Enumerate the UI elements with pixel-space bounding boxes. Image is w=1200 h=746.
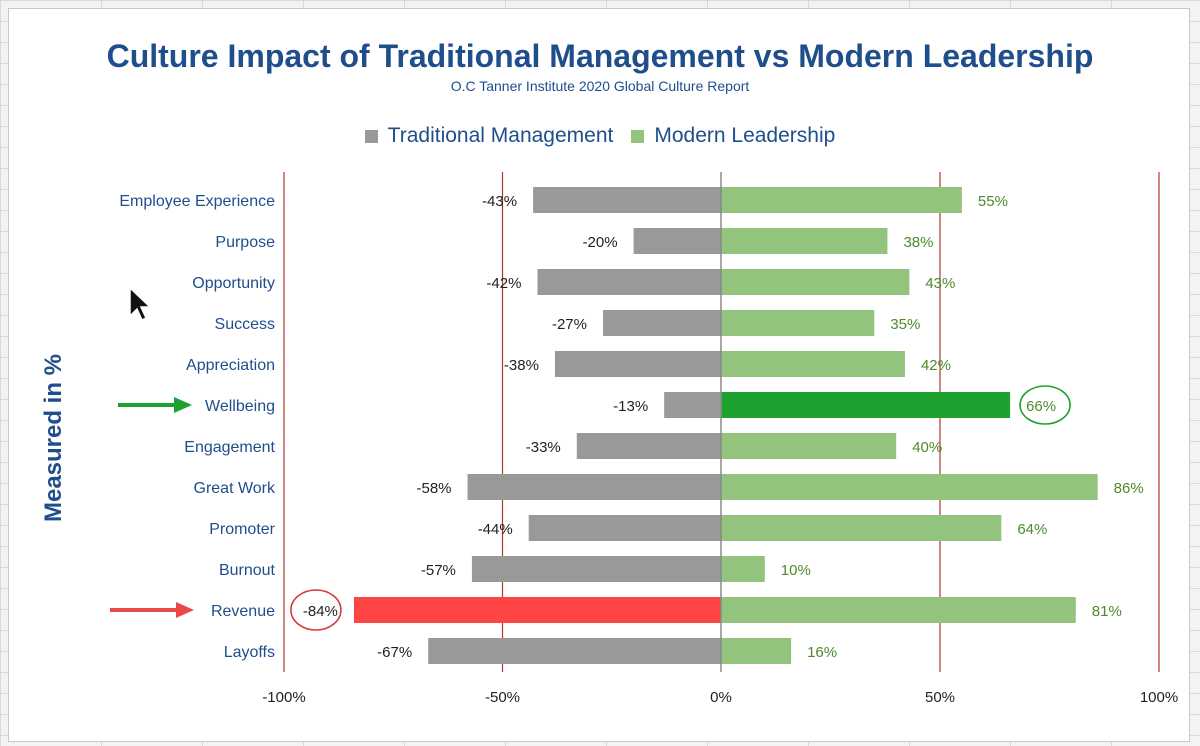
value-label-traditional-management-success: -27% [552, 316, 587, 333]
value-label-traditional-management-opportunity: -42% [486, 275, 521, 292]
value-label-modern-leadership-engagement: 40% [912, 439, 942, 456]
category-label-layoffs: Layoffs [224, 644, 275, 661]
value-label-modern-leadership-promoter: 64% [1017, 521, 1047, 538]
category-label-wellbeing: Wellbeing [205, 398, 275, 415]
bar-modern-leadership-burnout [471, 556, 721, 582]
bar-modern-leadership-wellbeing [721, 392, 1011, 418]
bar-traditional-management-opportunity [537, 269, 721, 295]
bar-modern-leadership-employee-experience [721, 187, 962, 213]
category-label-revenue: Revenue [211, 603, 275, 620]
value-label-traditional-management-purpose: -20% [583, 234, 618, 251]
bar-traditional-management-purpose [633, 228, 721, 254]
highlight-circle-wellbeing [1019, 385, 1071, 425]
legend-label-traditional: Traditional Management [387, 124, 614, 147]
bar-modern-leadership-appreciation [721, 351, 905, 377]
arrow-head-wellbeing [174, 397, 192, 413]
x-tick-label-0-: 0% [710, 689, 732, 706]
value-label-modern-leadership-revenue: 81% [1092, 603, 1122, 620]
bar-traditional-management-layoffs [721, 638, 792, 664]
legend-swatch-traditional [364, 129, 378, 143]
bar-modern-leadership-revenue [721, 597, 1076, 623]
bar-modern-leadership-opportunity [721, 269, 910, 295]
legend-item-traditional: Traditional Management [364, 124, 614, 148]
x-tick-label--100-: -100% [262, 689, 305, 706]
category-label-employee-experience: Employee Experience [119, 193, 275, 210]
value-label-traditional-management-employee-experience: -43% [482, 193, 517, 210]
bar-traditional-management-engagement [576, 433, 721, 459]
x-tick-label-50-: 50% [925, 689, 955, 706]
mouse-pointer-icon [129, 286, 152, 322]
value-label-traditional-management-wellbeing: -13% [613, 398, 648, 415]
value-label-modern-leadership-success: 35% [890, 316, 920, 333]
x-tick-label-100-: 100% [1140, 689, 1178, 706]
bar-traditional-management-promoter [528, 515, 721, 541]
bar-modern-leadership-layoffs [428, 638, 721, 664]
legend-item-modern: Modern Leadership [631, 124, 835, 148]
bar-traditional-management-burnout [721, 556, 765, 582]
value-label-modern-leadership-burnout: -57% [421, 562, 456, 579]
value-label-modern-leadership-great-work: 86% [1114, 480, 1144, 497]
value-label-modern-leadership-layoffs: -67% [377, 644, 412, 661]
chart-title: Culture Impact of Traditional Management… [106, 38, 1094, 74]
category-label-engagement: Engagement [184, 439, 275, 456]
category-label-appreciation: Appreciation [186, 357, 275, 374]
bar-modern-leadership-great-work [721, 474, 1098, 500]
legend-swatch-modern [631, 129, 645, 143]
bar-modern-leadership-engagement [721, 433, 897, 459]
chart-subtitle: O.C Tanner Institute 2020 Global Culture… [450, 78, 750, 94]
x-tick-label--50-: -50% [485, 689, 520, 706]
category-label-success: Success [215, 316, 275, 333]
bar-traditional-management-success [603, 310, 721, 336]
bar-traditional-management-great-work [467, 474, 721, 500]
bar-traditional-management-appreciation [554, 351, 721, 377]
bar-modern-leadership-promoter [721, 515, 1002, 541]
value-label-modern-leadership-purpose: 38% [903, 234, 933, 251]
value-label-modern-leadership-opportunity: 43% [925, 275, 955, 292]
highlight-circle-revenue [290, 589, 342, 631]
value-label-modern-leadership-employee-experience: 55% [978, 193, 1008, 210]
value-label-modern-leadership-wellbeing: 66% [1026, 398, 1056, 415]
value-label-modern-leadership-appreciation: 42% [921, 357, 951, 374]
category-label-promoter: Promoter [209, 521, 275, 538]
bar-modern-leadership-purpose [721, 228, 888, 254]
bar-traditional-management-wellbeing [664, 392, 721, 418]
category-label-opportunity: Opportunity [192, 275, 275, 292]
bar-traditional-management-employee-experience [533, 187, 721, 213]
category-label-purpose: Purpose [215, 234, 275, 251]
value-label-traditional-management-appreciation: -38% [504, 357, 539, 374]
category-label-great-work: Great Work [194, 480, 277, 497]
arrow-head-revenue [176, 602, 194, 618]
value-label-traditional-management-layoffs: 16% [807, 644, 837, 661]
value-label-traditional-management-revenue: -84% [303, 603, 338, 620]
value-label-traditional-management-burnout: 10% [781, 562, 811, 579]
chart-legend: Traditional Management Modern Leadership [0, 124, 1200, 148]
value-label-traditional-management-great-work: -58% [417, 480, 452, 497]
bar-traditional-management-revenue [353, 597, 721, 623]
legend-label-modern: Modern Leadership [654, 124, 836, 147]
value-label-traditional-management-engagement: -33% [526, 439, 561, 456]
value-label-traditional-management-promoter: -44% [478, 521, 513, 538]
category-label-burnout: Burnout [219, 562, 276, 579]
bar-modern-leadership-success [721, 310, 875, 336]
